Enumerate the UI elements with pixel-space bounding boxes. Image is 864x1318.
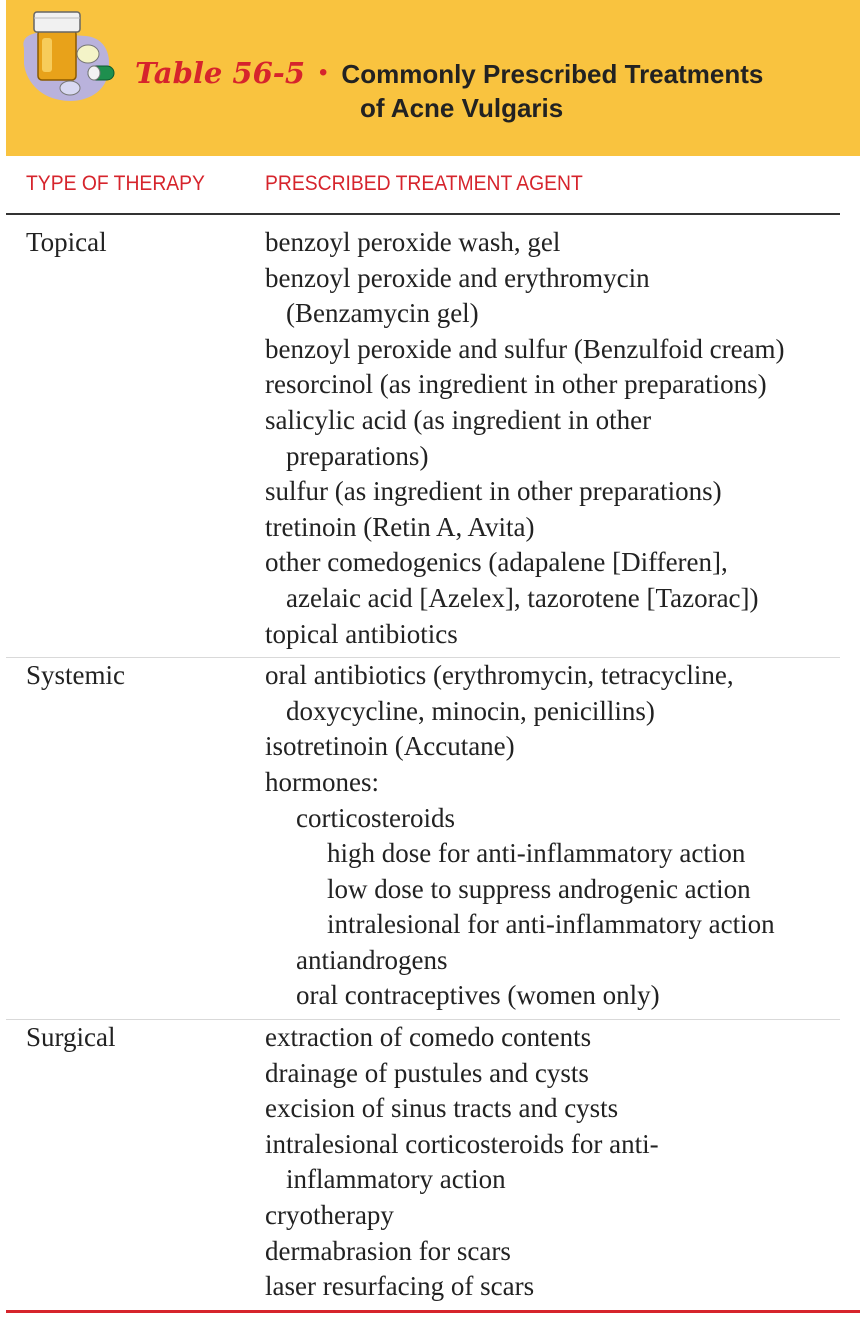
- table-row: Systemic oral antibiotics (erythromycin, …: [0, 658, 864, 1019]
- table-row: Surgical extraction of comedo contents dra…: [0, 1020, 864, 1310]
- table-title: Table 56-5 • Commonly Prescribed Treatment…: [135, 55, 763, 94]
- treatment-line: cryotherapy: [265, 1200, 394, 1231]
- treatment-line: hormones:: [265, 766, 379, 797]
- treatment-line: salicylic acid (as ingredient in other: [265, 404, 652, 435]
- treatment-agents: extraction of comedo contents drainage of…: [265, 1020, 864, 1310]
- treatment-line: doxycycline, minocin, penicillins): [286, 695, 655, 726]
- treatment-line: azelaic acid [Azelex], tazorotene [Tazor…: [286, 582, 759, 613]
- treatment-line: intralesional for anti-inflammatory acti…: [327, 909, 775, 940]
- table-row: Topical benzoyl peroxide wash, gel benzoyl…: [0, 225, 864, 657]
- treatment-line: benzoyl peroxide and erythromycin: [265, 262, 650, 293]
- treatment-agents: benzoyl peroxide wash, gel benzoyl peroxi…: [265, 225, 864, 657]
- treatment-line: benzoyl peroxide and sulfur (Benzulfoid …: [265, 333, 785, 364]
- row-divider: [6, 657, 840, 659]
- therapy-type: Topical: [26, 227, 107, 257]
- pill-bottle-icon: [23, 11, 115, 101]
- treatment-line: high dose for anti-inflammatory action: [327, 838, 746, 869]
- treatment-line: corticosteroids: [296, 802, 455, 833]
- treatment-line: other comedogenics (adapalene [Differen]…: [265, 547, 728, 578]
- treatment-line: dermabrasion for scars: [265, 1235, 511, 1266]
- treatment-line: benzoyl peroxide wash, gel: [265, 227, 561, 257]
- treatment-line: extraction of comedo contents: [265, 1022, 592, 1053]
- header-rule: [6, 213, 840, 215]
- table-body: Topical benzoyl peroxide wash, gel benzoyl…: [0, 225, 864, 1310]
- table-number: Table 56-5: [135, 56, 306, 90]
- title-line-1: Commonly Prescribed Treatments: [341, 59, 764, 89]
- treatment-line: antiandrogens: [296, 944, 448, 975]
- treatment-line: preparations): [286, 440, 429, 471]
- treatment-line: drainage of pustules and cysts: [265, 1057, 589, 1088]
- treatment-line: inflammatory action: [286, 1164, 506, 1195]
- treatment-line: tretinoin (Retin A, Avita): [265, 511, 535, 542]
- bottom-rule: [6, 1310, 860, 1313]
- title-bullet: •: [319, 59, 328, 86]
- treatment-line: (Benzamycin gel): [286, 298, 479, 329]
- treatment-line: sulfur (as ingredient in other preparati…: [265, 476, 722, 507]
- column-header-type: TYPE OF THERAPY: [26, 172, 205, 195]
- treatment-agents: oral antibiotics (erythromycin, tetracyc…: [265, 658, 864, 1019]
- treatment-line: oral contraceptives (women only): [296, 980, 660, 1011]
- treatment-line: laser resurfacing of scars: [265, 1271, 535, 1302]
- title-line-2: of Acne Vulgaris: [360, 93, 564, 123]
- therapy-type: Surgical: [26, 1022, 116, 1053]
- column-header-agent: PRESCRIBED TREATMENT AGENT: [265, 172, 583, 195]
- therapy-type: Systemic: [26, 660, 125, 691]
- treatment-line: oral antibiotics (erythromycin, tetracyc…: [265, 660, 734, 691]
- row-divider: [6, 1019, 840, 1021]
- table-header: Table 56-5 • Commonly Prescribed Treatment…: [6, 0, 860, 156]
- treatment-line: resorcinol (as ingredient in other prepa…: [265, 369, 767, 400]
- treatment-line: isotretinoin (Accutane): [265, 731, 515, 762]
- treatment-line: low dose to suppress androgenic action: [327, 873, 751, 904]
- treatment-line: intralesional corticosteroids for anti-: [265, 1128, 659, 1159]
- treatment-line: excision of sinus tracts and cysts: [265, 1093, 619, 1124]
- treatment-line: topical antibiotics: [265, 618, 458, 649]
